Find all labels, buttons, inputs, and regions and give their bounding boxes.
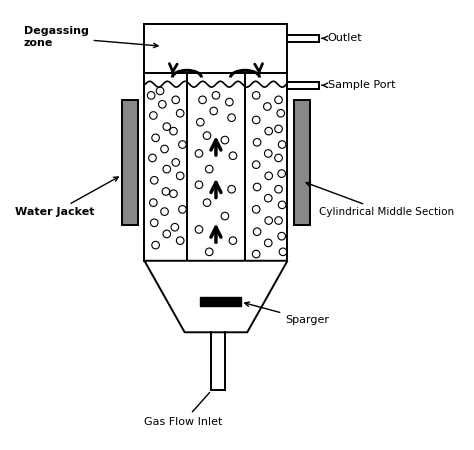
Polygon shape	[145, 261, 287, 332]
Bar	[294, 100, 310, 225]
Text: Outlet: Outlet	[322, 33, 362, 43]
Text: Sparger: Sparger	[245, 302, 329, 325]
Bar	[145, 73, 287, 261]
Text: Gas Flow Inlet: Gas Flow Inlet	[145, 392, 223, 427]
Text: Sample Port: Sample Port	[322, 80, 395, 90]
Text: Cylindrical Middle Section: Cylindrical Middle Section	[306, 182, 454, 217]
Bar	[122, 100, 138, 225]
Bar	[145, 24, 287, 73]
Bar	[201, 297, 240, 306]
Text: Degassing
zone: Degassing zone	[24, 27, 158, 48]
Text: Water Jacket: Water Jacket	[15, 177, 118, 217]
